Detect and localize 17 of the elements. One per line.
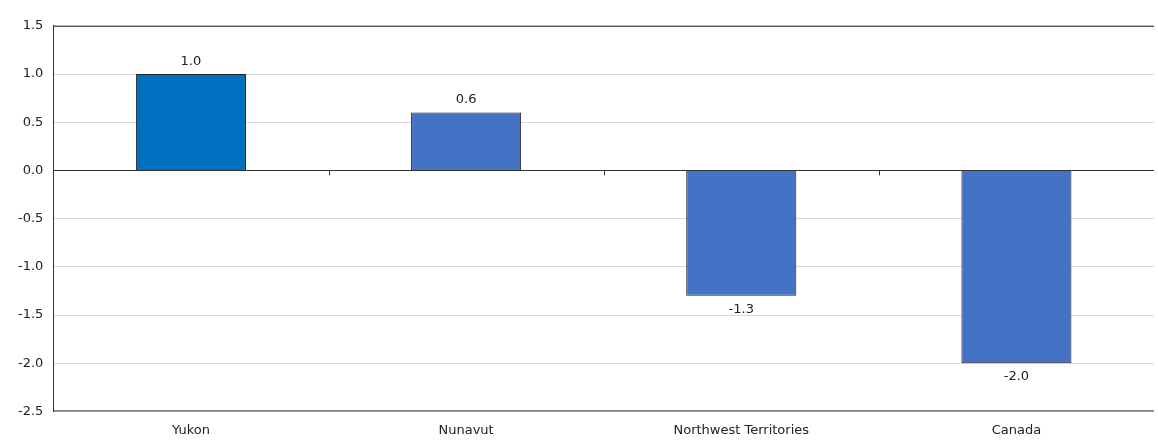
x-tick-label: Yukon — [170, 421, 210, 437]
y-tick-label: -0.5 — [17, 209, 44, 225]
y-tick-label: -1.5 — [17, 306, 44, 322]
y-tick-label: -1.0 — [17, 258, 44, 274]
data-label: -2.0 — [1003, 368, 1030, 384]
data-label: 0.6 — [455, 91, 477, 107]
x-tick-label: Nunavut — [438, 421, 494, 437]
x-tick-label: Northwest Territories — [673, 421, 810, 437]
y-tick-label: 0.5 — [22, 113, 44, 129]
y-tick-label: -2.0 — [17, 354, 44, 370]
x-tick-label: Canada — [991, 421, 1042, 437]
y-tick-label: -2.5 — [17, 402, 44, 418]
data-label: -1.3 — [728, 300, 754, 316]
data-label: 1.0 — [180, 52, 202, 68]
y-tick-label: 0.0 — [22, 161, 44, 177]
y-tick-label: 1.5 — [22, 17, 44, 33]
y-tick-label: 1.0 — [22, 65, 44, 81]
